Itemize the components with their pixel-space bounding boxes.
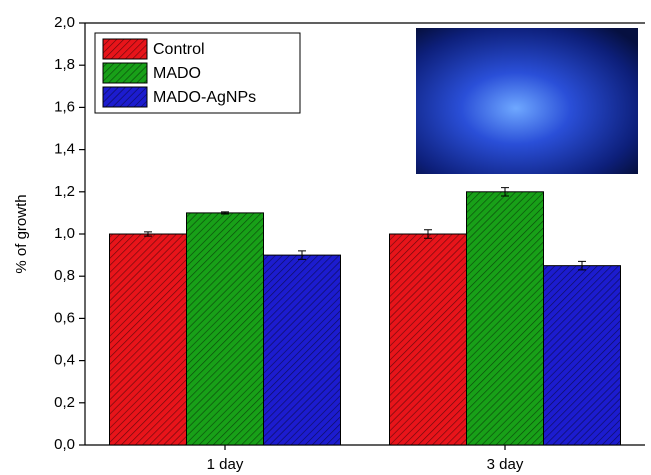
bar: [263, 254, 341, 446]
legend-swatch: [102, 38, 148, 60]
error-bar: [578, 260, 586, 271]
x-tick-label: 3 day: [487, 456, 524, 473]
legend-swatch: [102, 62, 148, 84]
inset-micrograph: [416, 28, 638, 174]
error-bar: [144, 231, 152, 237]
x-tick-label: 1 day: [207, 456, 244, 473]
bar: [186, 212, 264, 446]
y-tick-label: 1,6: [54, 98, 75, 115]
bar: [389, 233, 467, 446]
y-tick-label: 1,0: [54, 225, 75, 242]
y-tick-label: 0,2: [54, 394, 75, 411]
legend-label: Control: [153, 41, 205, 58]
error-bar: [298, 250, 306, 260]
y-axis-label: % of growth: [13, 194, 30, 273]
y-tick-label: 0,0: [54, 436, 75, 453]
bar: [466, 191, 544, 446]
y-tick-label: 0,6: [54, 309, 75, 326]
error-bar: [221, 211, 229, 215]
error-bar: [424, 229, 432, 239]
y-tick-label: 1,2: [54, 183, 75, 200]
y-tick-label: 0,8: [54, 267, 75, 284]
bar: [543, 265, 621, 446]
error-bar: [501, 187, 509, 197]
y-tick-label: 1,4: [54, 141, 75, 158]
legend-label: MADO-AgNPs: [153, 89, 256, 106]
y-tick-label: 1,8: [54, 56, 75, 73]
y-tick-label: 0,4: [54, 352, 75, 369]
bar: [109, 233, 187, 446]
y-tick-label: 2,0: [54, 14, 75, 31]
legend-label: MADO: [153, 65, 201, 82]
legend-swatch: [102, 86, 148, 108]
